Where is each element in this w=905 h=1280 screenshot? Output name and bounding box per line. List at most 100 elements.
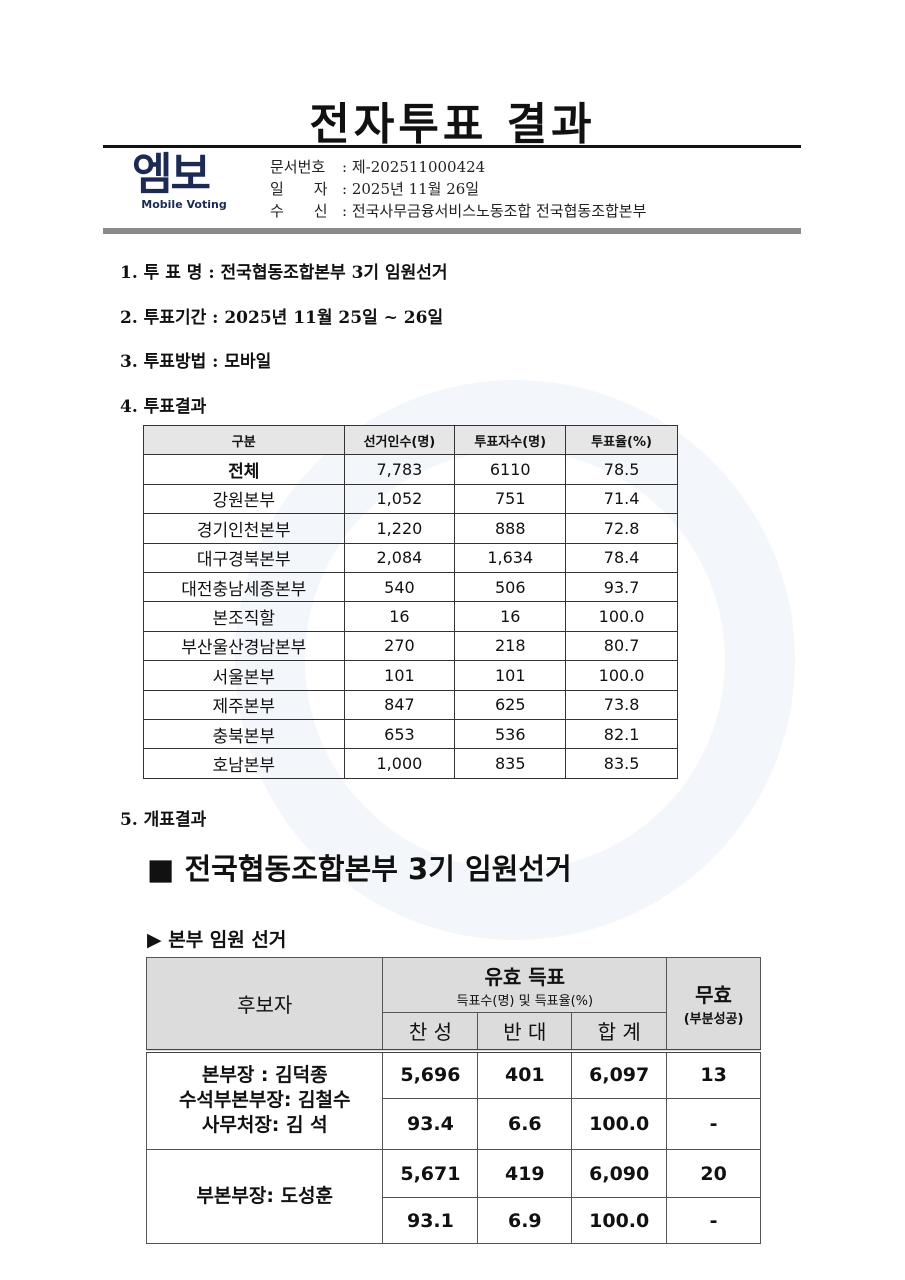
- table-cell: 부산울산경남본부: [143, 630, 345, 662]
- table-cell: 충북본부: [143, 718, 345, 750]
- column-header: 투표율(%): [565, 424, 678, 456]
- table-row: 대전충남세종본부 540 506 93.7: [143, 571, 678, 603]
- vote-rate: 6.9: [477, 1197, 573, 1244]
- header-invalid: 무효 (부분성공): [666, 957, 761, 1053]
- table-cell: 540: [343, 571, 456, 603]
- table-cell: 83.5: [565, 748, 678, 779]
- election-heading: ■ 전국협동조합본부 3기 임원선거: [147, 852, 572, 886]
- vote-rate: 93.4: [382, 1098, 479, 1150]
- header-valid: 유효 득표 득표수(명) 및 득표율(%): [382, 957, 668, 1013]
- page-title: 전자투표 결과: [309, 99, 596, 150]
- doc-date: 일 자: 2025년 11월 26일: [270, 180, 480, 198]
- header-for: 찬 성: [382, 1012, 479, 1053]
- column-header: 구분: [143, 424, 345, 456]
- table-cell: 536: [454, 718, 567, 750]
- table-cell: 서울본부: [143, 660, 345, 691]
- table-cell: 16: [454, 601, 567, 632]
- vote-period: 2. 투표기간 : 2025년 11월 25일 ~ 26일: [120, 308, 444, 328]
- table-row: 제주본부 847 625 73.8: [143, 689, 678, 720]
- logo: 엠보 Mobile Voting: [132, 152, 236, 220]
- table-cell: 506: [454, 571, 567, 603]
- divider: [103, 145, 801, 148]
- table-cell: 전체: [143, 454, 345, 485]
- vote-count: 6,097: [571, 1050, 668, 1099]
- result-row: 부본부장: 도성훈 5,671 419 6,090 20: [145, 1149, 761, 1244]
- table-cell: 270: [343, 630, 456, 662]
- vote-method: 3. 투표방법 : 모바일: [120, 352, 272, 372]
- header-total: 합 계: [571, 1012, 668, 1053]
- candidate-name: 부본부장: 도성훈: [196, 1185, 334, 1207]
- vote-rate: 6.6: [477, 1098, 573, 1150]
- table-cell: 7,783: [343, 454, 456, 485]
- candidate-name: 본부장 : 김덕종: [201, 1064, 328, 1087]
- table-cell: 835: [454, 748, 567, 779]
- table-cell: 847: [343, 689, 456, 720]
- table-cell: 78.4: [565, 542, 678, 573]
- table-row: 충북본부 653 536 82.1: [143, 718, 678, 750]
- table-cell: 1,634: [454, 542, 567, 573]
- table-row: 대구경북본부 2,084 1,634 78.4: [143, 542, 678, 573]
- table-cell: 1,052: [343, 483, 456, 515]
- table-cell: 2,084: [343, 542, 456, 573]
- table-cell: 751: [454, 483, 567, 515]
- logo-subtitle: Mobile Voting: [141, 198, 227, 211]
- table-cell: 653: [343, 718, 456, 750]
- divider: [103, 228, 801, 234]
- election-subheading: ▶ 본부 임원 선거: [147, 929, 287, 951]
- vote-count: 419: [477, 1149, 573, 1198]
- table-cell: 73.8: [565, 689, 678, 720]
- table-cell: 101: [343, 660, 456, 691]
- doc-recipient: 수 신: 전국사무금융서비스노동조합 전국협동조합본부: [270, 202, 647, 220]
- table-cell: 93.7: [565, 571, 678, 603]
- vote-rate: -: [666, 1197, 761, 1244]
- vote-rate: 100.0: [571, 1098, 668, 1150]
- table-row: 경기인천본부 1,220 888 72.8: [143, 513, 678, 544]
- result-row: 93.4 6.6 100.0-: [147, 1098, 761, 1150]
- candidate-name: 수석부본부장: 김철수: [178, 1089, 351, 1112]
- vote-rate: 100.0: [571, 1197, 668, 1244]
- table-row: 전체 7,783 6110 78.5: [143, 454, 678, 485]
- table-cell: 100.0: [565, 601, 678, 632]
- table-cell: 100.0: [565, 660, 678, 691]
- vote-count: 13: [666, 1050, 761, 1099]
- table-cell: 대전충남세종본부: [143, 571, 345, 603]
- table-cell: 6110: [454, 454, 567, 485]
- table-cell: 82.1: [565, 718, 678, 750]
- column-header: 선거인수(명): [343, 424, 456, 456]
- candidate-cell: 본부장 : 김덕종 수석부본부장: 김철수 사무처장: 김 석: [145, 1050, 384, 1150]
- vote-count: 5,671: [382, 1149, 479, 1198]
- table-cell: 본조직할: [143, 601, 345, 632]
- table-cell: 1,000: [343, 748, 456, 779]
- table-cell: 71.4: [565, 483, 678, 515]
- table-cell: 80.7: [565, 630, 678, 662]
- results-table: 후보자 유효 득표 득표수(명) 및 득표율(%) 무효 (부분성공) 찬 성 반 …: [145, 957, 761, 1244]
- table-cell: 625: [454, 689, 567, 720]
- doc-number: 문서번호: 제-202511000424: [270, 158, 486, 176]
- result-row: 93.1 6.9 100.0-: [147, 1197, 761, 1244]
- vote-count: 401: [477, 1050, 573, 1099]
- vote-rate: 93.1: [382, 1197, 479, 1244]
- logo-text: 엠보: [132, 149, 211, 200]
- header-candidate: 후보자: [145, 957, 384, 1053]
- table-cell: 72.8: [565, 513, 678, 544]
- turnout-table: 구분 선거인수(명) 투표자수(명) 투표율(%) 전체 7,783 6110 78.5 강원…: [143, 424, 678, 779]
- vote-results-label: 4. 투표결과: [120, 397, 207, 417]
- table-cell: 호남본부: [143, 748, 345, 779]
- table-row: 본조직할 16 16 100.0: [143, 601, 678, 632]
- vote-name: 1. 투 표 명 : 전국협동조합본부 3기 임원선거: [120, 263, 448, 283]
- vote-count: 5,696: [382, 1050, 479, 1099]
- candidate-cell: 부본부장: 도성훈: [145, 1149, 384, 1244]
- table-row: 서울본부 101 101 100.0: [143, 660, 678, 691]
- table-cell: 경기인천본부: [143, 513, 345, 544]
- table-cell: 제주본부: [143, 689, 345, 720]
- column-header: 투표자수(명): [454, 424, 567, 456]
- vote-count: 6,090: [571, 1149, 668, 1198]
- table-row: 강원본부 1,052 751 71.4: [143, 483, 678, 515]
- table-cell: 888: [454, 513, 567, 544]
- table-cell: 강원본부: [143, 483, 345, 515]
- table-cell: 78.5: [565, 454, 678, 485]
- result-row: 본부장 : 김덕종 수석부본부장: 김철수 사무처장: 김 석 5,696 401 6,0…: [145, 1050, 761, 1150]
- count-results-label: 5. 개표결과: [120, 810, 207, 830]
- vote-rate: -: [666, 1098, 761, 1150]
- table-row: 호남본부 1,000 835 83.5: [143, 748, 678, 779]
